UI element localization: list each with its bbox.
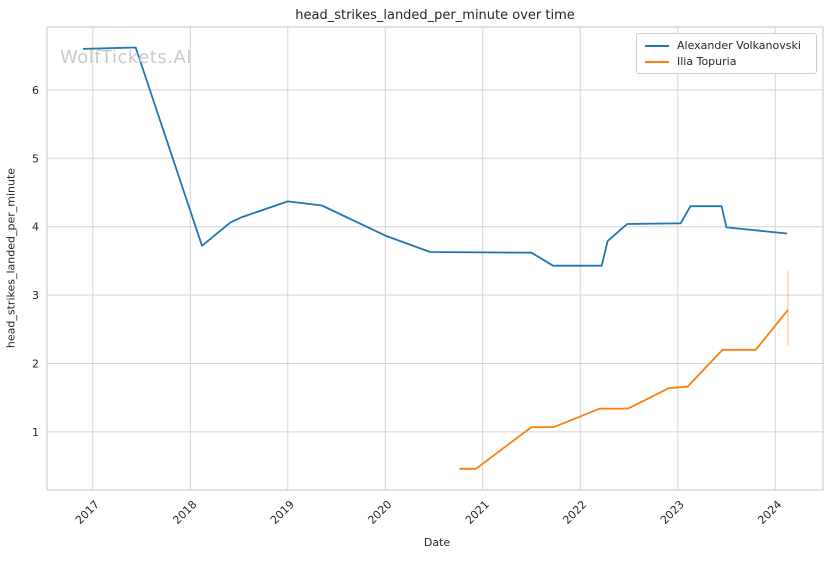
y-tick-label: 1 xyxy=(32,426,39,439)
x-axis-label: Date xyxy=(423,536,451,549)
x-tick-label: 2022 xyxy=(560,498,589,527)
legend-line-swatch-volkanovski xyxy=(645,44,669,47)
watermark: WolfTickets.AI xyxy=(60,47,193,68)
legend-line-swatch-topuria xyxy=(645,60,669,63)
series-line-ilia-topuria xyxy=(459,309,789,470)
x-tick-label: 2020 xyxy=(365,498,394,527)
y-tick-label: 3 xyxy=(32,289,39,302)
x-tick-label: 2017 xyxy=(73,498,102,527)
y-tick-label: 6 xyxy=(32,84,39,97)
legend: Alexander Volkanovski Ilia Topuria xyxy=(636,33,817,74)
y-axis-label: head_strikes_landed_per_minute xyxy=(4,167,18,349)
legend-label: Ilia Topuria xyxy=(677,55,737,68)
x-tick-label: 2023 xyxy=(658,498,687,527)
legend-item: Ilia Topuria xyxy=(645,55,808,68)
legend-label: Alexander Volkanovski xyxy=(677,39,801,52)
x-tick-label: 2018 xyxy=(170,498,199,527)
legend-item: Alexander Volkanovski xyxy=(645,39,808,52)
x-tick-label: 2019 xyxy=(268,498,297,527)
y-tick-label: 4 xyxy=(32,221,39,234)
x-tick-label: 2021 xyxy=(463,498,492,527)
x-tick-label: 2024 xyxy=(755,498,784,527)
plot-frame xyxy=(46,26,824,491)
y-tick-label: 2 xyxy=(32,357,39,370)
plot-background xyxy=(47,27,823,490)
chart-title: head_strikes_landed_per_minute over time xyxy=(295,8,575,23)
y-tick-label: 5 xyxy=(32,152,39,165)
series-line-alexander-volkanovski xyxy=(83,46,787,267)
